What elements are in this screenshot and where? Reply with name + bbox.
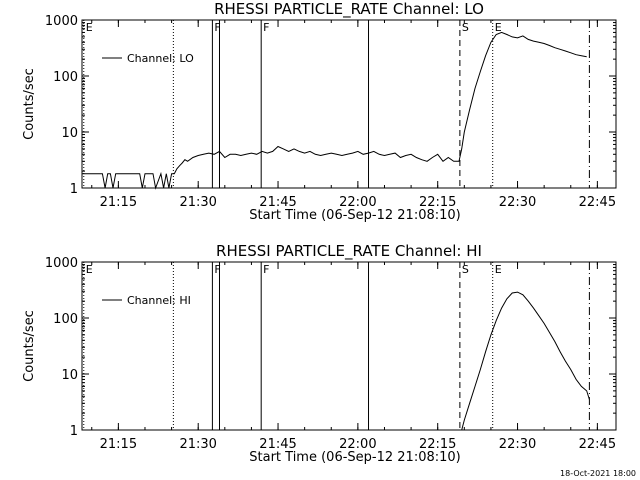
chart-panel-2: RHESSI PARTICLE_RATE Channel: HI E F F S E 1 10… [22,242,617,465]
x-tick-label: 22:00 [339,195,376,210]
event-marker-label: E [495,21,502,34]
y-axis-label: Counts/sec [22,310,37,382]
y-tick-label: 1 [70,182,78,197]
chart-panel-1: RHESSI PARTICLE_RATE Channel: LO E F F S E 1 10… [22,0,617,223]
x-axis-label: Start Time (06-Sep-12 21:08:10) [249,450,460,465]
series-line-1 [82,31,587,190]
timestamp: 18-Oct-2021 18:00 [560,469,636,478]
x-tick-label: 22:15 [419,195,456,210]
event-marker-label: S [462,21,469,34]
y-tick-label: 1 [70,424,78,439]
event-marker-label: F [263,21,269,34]
series-line-1 [461,291,590,431]
event-marker-label: S [462,263,469,276]
event-marker-label: F [214,21,220,34]
event-marker-label: E [86,21,93,34]
y-tick-label: 10 [61,126,78,141]
event-marker-label: F [214,263,220,276]
plot-frame [81,19,617,189]
x-tick-label: 21:15 [100,195,137,210]
event-marker-label: F [263,263,269,276]
x-axis-label: Start Time (06-Sep-12 21:08:10) [249,208,460,223]
x-tick-label: 21:30 [179,195,216,210]
x-tick-label: 22:00 [339,437,376,452]
x-tick-label: 21:45 [259,437,296,452]
y-tick-label: 1000 [45,14,78,29]
x-tick-label: 22:30 [499,437,536,452]
x-tick-label: 22:30 [499,195,536,210]
event-marker-label: E [495,263,502,276]
y-axis-label: Counts/sec [22,68,37,140]
y-tick-label: 100 [53,70,78,85]
x-tick-label: 22:45 [579,437,616,452]
x-tick-label: 21:45 [259,195,296,210]
event-marker-label: E [86,263,93,276]
legend-entry: Channel: LO [127,52,194,65]
x-tick-label: 21:30 [179,437,216,452]
x-tick-label: 22:15 [419,437,456,452]
x-tick-label: 21:15 [100,437,137,452]
y-tick-label: 10 [61,368,78,383]
chart-title: RHESSI PARTICLE_RATE Channel: HI [216,242,482,261]
plot-frame [81,261,617,431]
chart-title: RHESSI PARTICLE_RATE Channel: LO [214,0,484,19]
y-tick-label: 1000 [45,256,78,271]
y-tick-label: 100 [53,312,78,327]
legend-entry: Channel: HI [127,294,191,307]
x-tick-label: 22:45 [579,195,616,210]
